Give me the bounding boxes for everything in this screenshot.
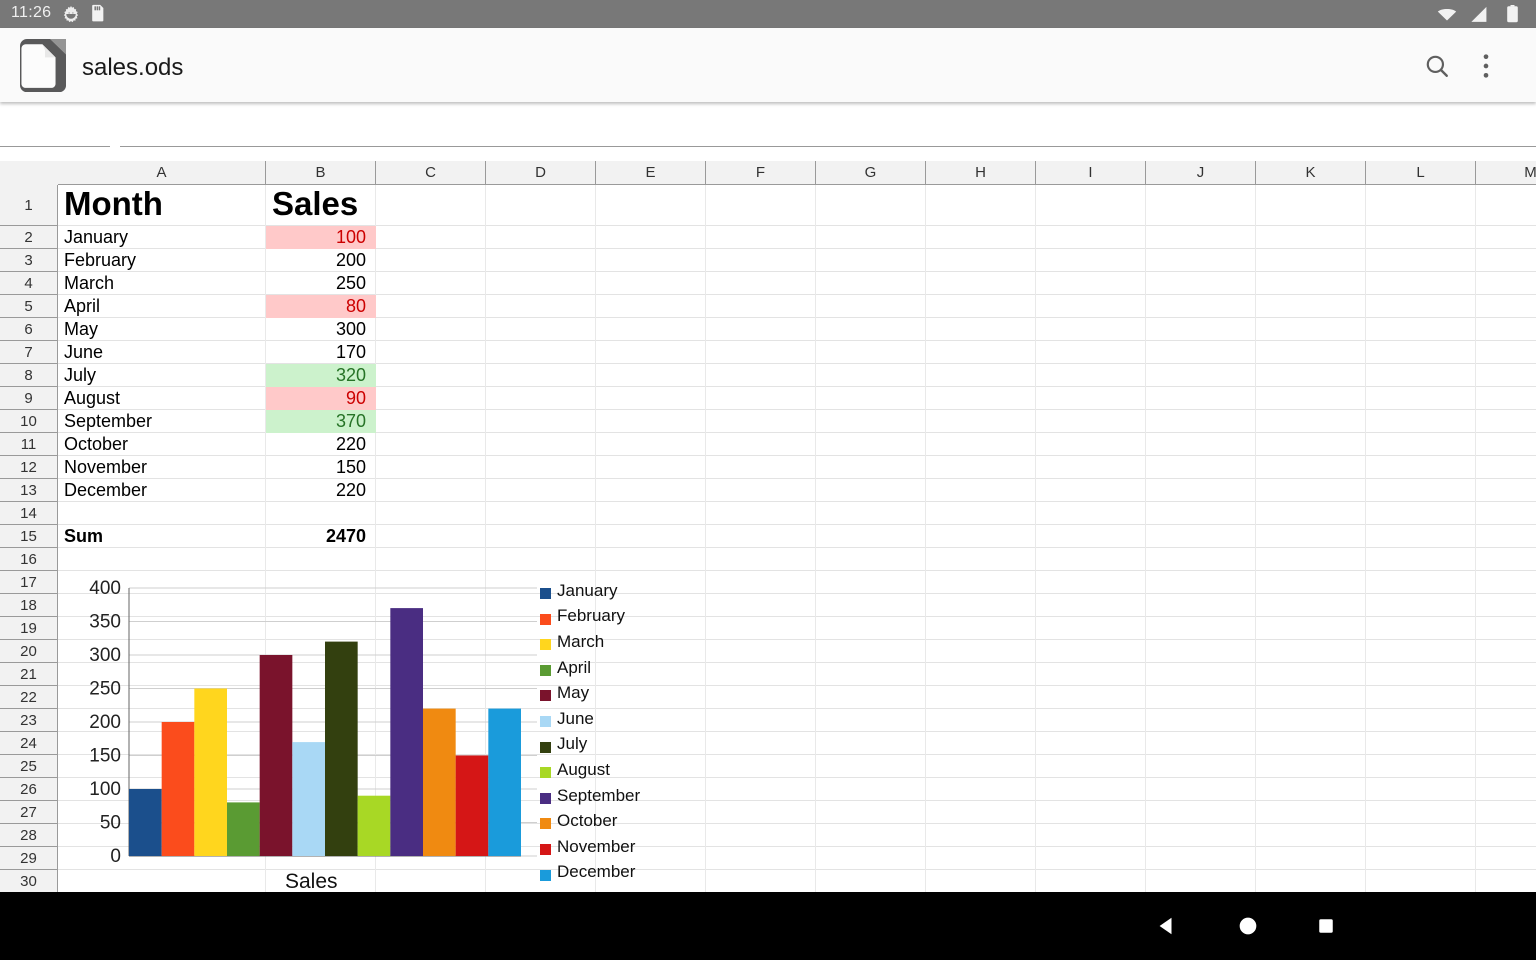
svg-text:300: 300 xyxy=(89,645,121,666)
svg-text:0: 0 xyxy=(110,846,121,867)
svg-text:350: 350 xyxy=(89,612,121,633)
svg-text:50: 50 xyxy=(100,813,121,834)
svg-text:100: 100 xyxy=(89,779,121,800)
svg-text:150: 150 xyxy=(89,746,121,767)
svg-text:250: 250 xyxy=(89,679,121,700)
svg-text:200: 200 xyxy=(89,712,121,733)
svg-text:400: 400 xyxy=(89,578,121,599)
